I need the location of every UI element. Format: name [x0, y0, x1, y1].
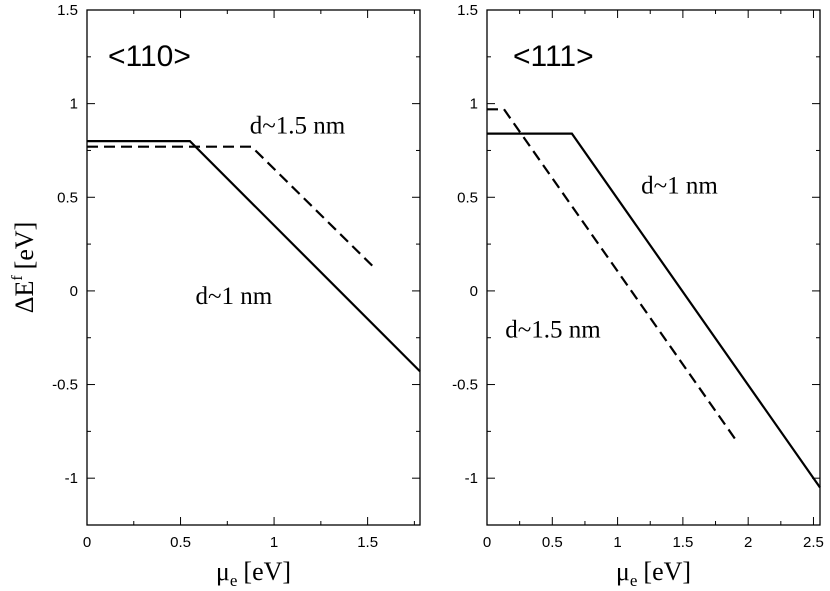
x-axis-label-subscript: e	[630, 571, 638, 590]
x-tick-label: 1.5	[672, 534, 693, 551]
x-tick-label: 0	[83, 534, 91, 551]
chart-panel-2: 0 0.5 1 1.5 2 2.5 1.5 1 0.5 0 -0.5 -1 <111> d~1 nm d~1…	[452, 2, 824, 590]
x-axis-label-symbol: μ	[616, 557, 630, 586]
y-tick-label: -1	[65, 470, 78, 487]
plot-frame	[486, 9, 821, 526]
y-tick-label: 0.5	[457, 189, 478, 206]
x-axis-label: μe [eV]	[216, 557, 291, 590]
y-tick-label: 0	[70, 283, 78, 300]
y-axis-label-unit: [eV]	[10, 222, 39, 270]
x-tick-label: 2.5	[803, 534, 824, 551]
series-line-solid	[487, 132, 821, 489]
y-axis-label-superscript: f	[9, 275, 26, 281]
y-tick-label: -1	[465, 470, 478, 487]
y-tick-label: 1	[470, 96, 478, 113]
y-tick-label: 1	[70, 96, 78, 113]
series-line-solid	[87, 140, 421, 373]
y-tick-label: -0.5	[52, 377, 78, 394]
x-tick-label: 1.5	[357, 534, 378, 551]
series-annotation: d~1.5 nm	[505, 317, 601, 344]
x-tick-label: 0.5	[542, 534, 563, 551]
y-tick-label: 1.5	[457, 2, 478, 19]
series-line-dashed	[487, 108, 739, 444]
panel-title: <110>	[108, 40, 191, 73]
x-tick-label: 1	[613, 534, 621, 551]
x-axis-label-unit: [eV]	[243, 557, 291, 586]
panel-title: <111>	[513, 40, 594, 73]
y-tick-label: 1.5	[57, 2, 78, 19]
y-axis-label-symbol: ΔE	[10, 281, 39, 314]
x-tick-label: 2	[744, 534, 752, 551]
y-tick-label: 0	[470, 283, 478, 300]
x-axis-label: μe [eV]	[616, 557, 691, 590]
series-annotation: d~1 nm	[641, 173, 718, 200]
series-line-dashed	[87, 145, 374, 268]
plot-frame	[86, 9, 421, 526]
series-annotation: d~1.5 nm	[250, 113, 346, 140]
x-axis-label-unit: [eV]	[643, 557, 691, 586]
x-axis-label-symbol: μ	[216, 557, 230, 586]
chart-panel-1: 0 0.5 1 1.5 1.5 1 0.5 0 -0.5 -1 <110> d~1.5 nm d~1 n…	[9, 2, 421, 590]
y-tick-label: -0.5	[452, 377, 478, 394]
series-annotation: d~1 nm	[196, 283, 273, 310]
x-axis-label-subscript: e	[230, 571, 238, 590]
y-axis-label: ΔEf [eV]	[9, 222, 39, 314]
x-tick-label: 0	[483, 534, 491, 551]
y-tick-label: 0.5	[57, 189, 78, 206]
x-tick-label: 0.5	[170, 534, 191, 551]
x-tick-label: 1	[270, 534, 278, 551]
